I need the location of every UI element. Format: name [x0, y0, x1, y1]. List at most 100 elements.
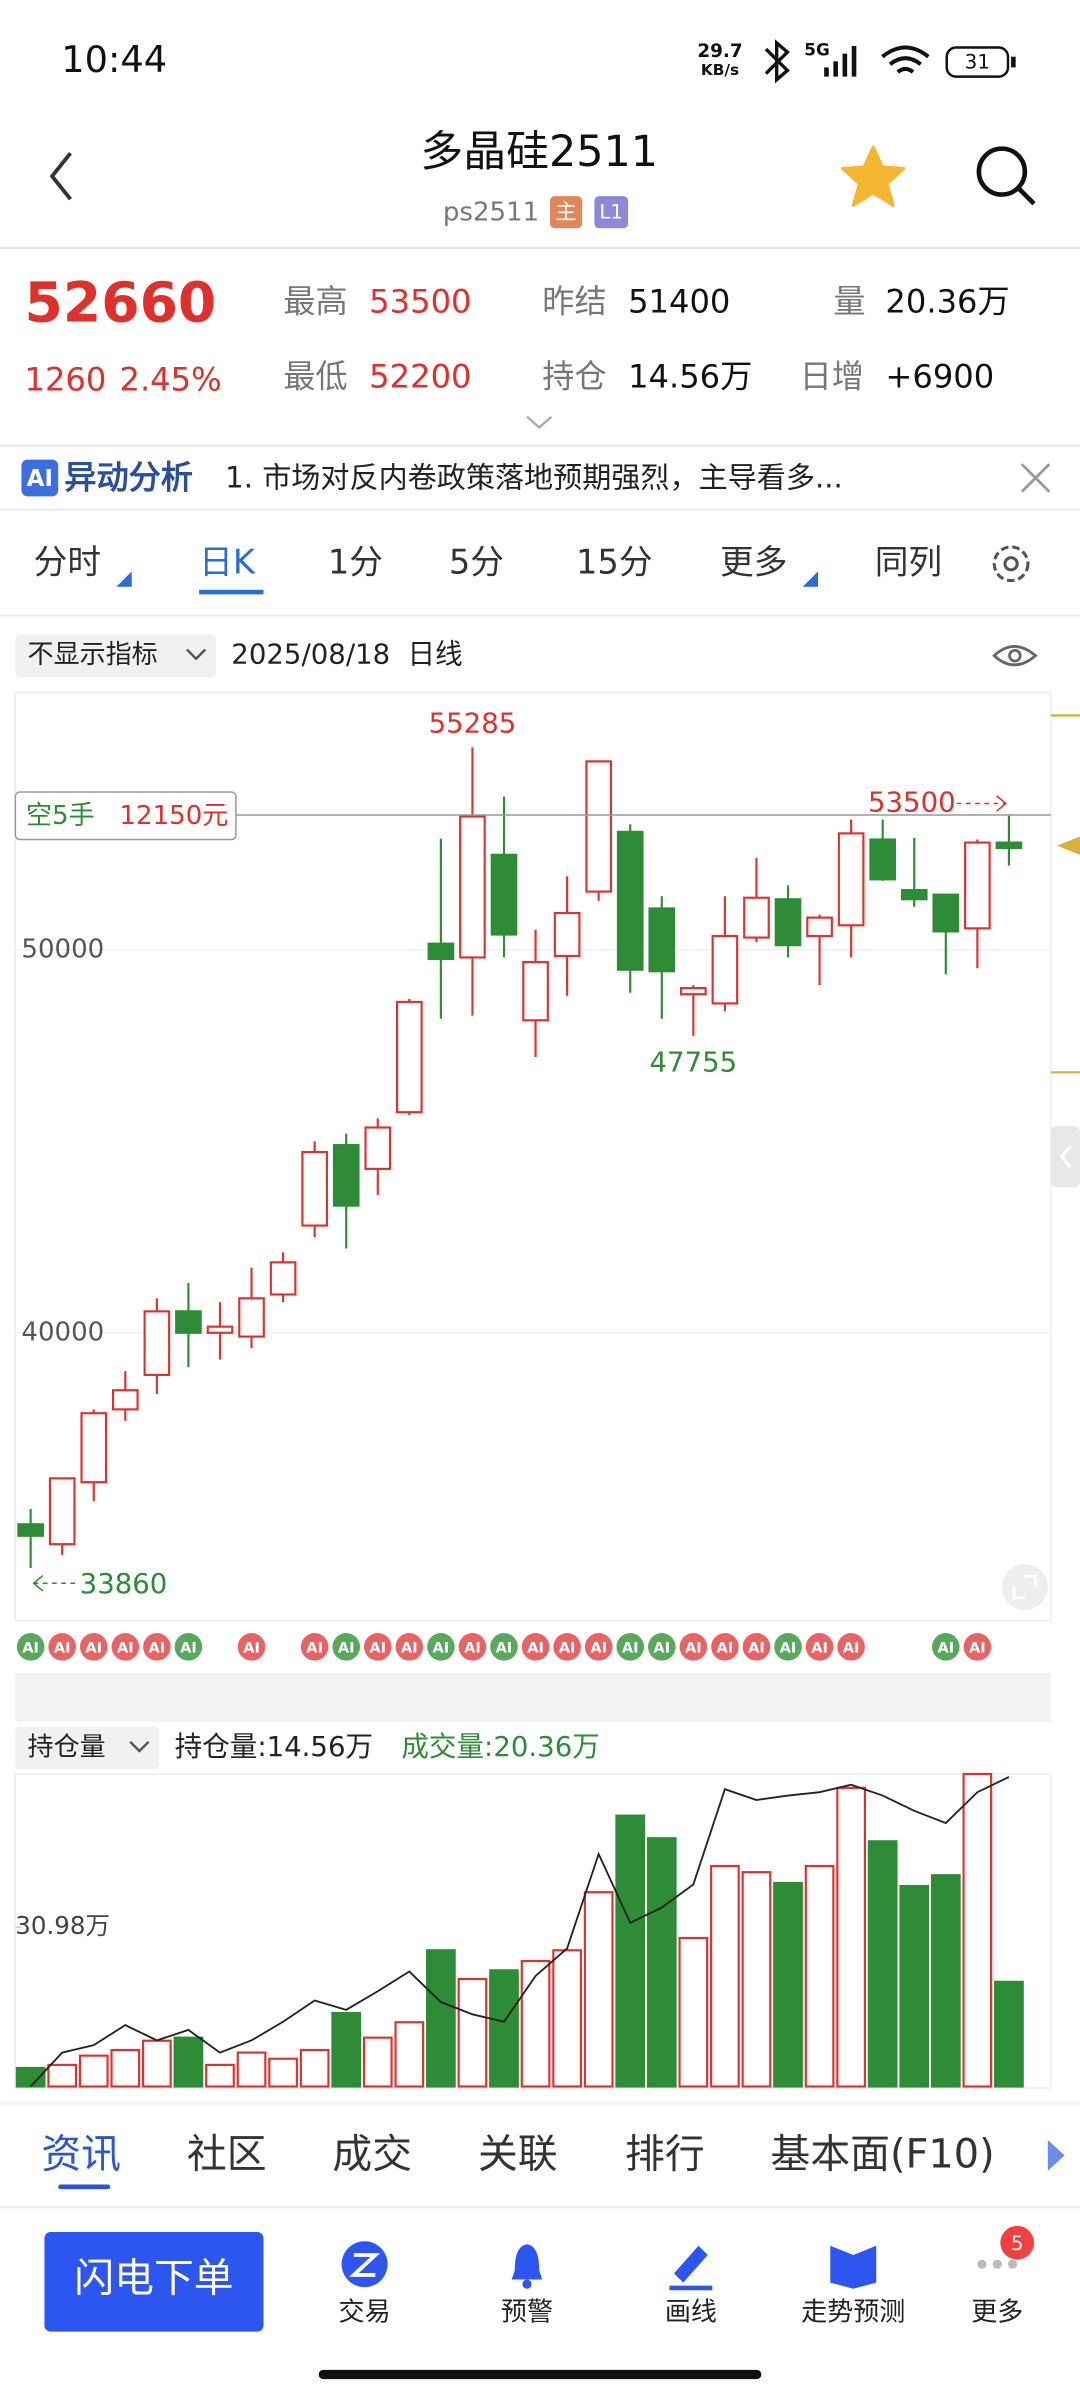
ai-tag	[237, 1633, 266, 1661]
volume-bar	[615, 1814, 646, 2088]
more-icon[interactable]	[977, 2259, 1018, 2269]
settings-button[interactable]	[992, 545, 1030, 583]
main-badge-text: 主	[555, 200, 576, 225]
back-button[interactable]	[49, 152, 72, 201]
level-badge	[594, 196, 629, 229]
volume-bar	[520, 1959, 551, 2088]
divider	[0, 444, 1080, 448]
nav-label[interactable]: 更多	[971, 2298, 1023, 2328]
ai-tag	[174, 1633, 203, 1661]
ai-tag-label: AI	[85, 1639, 102, 1656]
ai-tag-label: AI	[306, 1639, 323, 1656]
volume-bar	[426, 1949, 456, 2088]
contract-title: 多晶硅2511	[420, 127, 658, 177]
visibility-toggle[interactable]	[992, 645, 1038, 667]
volume-bar	[173, 2036, 204, 2088]
indicator-select[interactable]	[15, 634, 216, 678]
field-value: 53500	[369, 282, 471, 320]
draw-icon[interactable]	[674, 2245, 708, 2283]
ai-tag	[648, 1633, 676, 1661]
volume-bar	[142, 2039, 172, 2088]
fullscreen-button[interactable]	[1001, 1564, 1048, 1611]
fullscreen-icon	[1012, 1574, 1038, 1600]
candle-body	[364, 1126, 392, 1170]
candle-body	[711, 934, 739, 1005]
field-value: 14.56万	[628, 357, 752, 395]
period-tab[interactable]: 1分	[328, 542, 383, 581]
order-amount: 12150元	[119, 801, 228, 831]
favorite-star[interactable]	[841, 145, 906, 207]
field-label: 最高	[283, 282, 347, 320]
nav-label[interactable]: 走势预测	[801, 2298, 905, 2328]
period-tab[interactable]: 同列	[875, 542, 942, 581]
candle-body	[869, 838, 897, 881]
tab-underline	[199, 589, 264, 595]
volume-bar	[268, 2057, 298, 2088]
period-tab[interactable]: 5分	[449, 542, 504, 581]
bottom-tab[interactable]: 关联	[478, 2131, 558, 2177]
candle-body	[48, 1477, 76, 1546]
bottom-tab[interactable]: 基本面(F10)	[771, 2131, 995, 2177]
volume-bar	[867, 1840, 898, 2088]
battery-tip	[1011, 56, 1016, 68]
ai-tag	[774, 1633, 802, 1661]
ai-banner-text[interactable]: 1. 市场对反内卷政策落地预期强烈，主导看多...	[225, 461, 843, 495]
bottom-tab[interactable]: 排行	[625, 2131, 705, 2177]
chart-period: 日线	[407, 638, 462, 671]
divider	[0, 2101, 1080, 2105]
candle-body	[332, 1144, 360, 1207]
nav-label[interactable]: 预警	[501, 2298, 553, 2328]
draw-icon-base	[669, 2285, 713, 2291]
field-label: 日增	[800, 357, 864, 395]
divider	[0, 614, 1080, 617]
period-tab[interactable]: 分时	[34, 542, 101, 581]
ai-tag	[395, 1633, 424, 1661]
volume-bar	[236, 2051, 267, 2088]
ai-tag-label: AI	[496, 1639, 513, 1656]
side-drawer-handle[interactable]	[1050, 1125, 1080, 1188]
candle-body	[175, 1310, 202, 1334]
candle-body	[553, 911, 581, 958]
tab-underline	[58, 2184, 111, 2190]
close-banner[interactable]	[1020, 463, 1051, 493]
order-tag[interactable]	[14, 791, 237, 841]
clock: 10:44	[61, 38, 167, 81]
period-tab[interactable]: 15分	[576, 542, 653, 581]
candle-body	[900, 888, 928, 901]
low-annotation: 33860	[80, 1567, 168, 1600]
ai-tag	[837, 1633, 865, 1661]
ai-tag	[79, 1633, 108, 1661]
indicator-label: 不显示指标	[28, 640, 158, 670]
candle-body	[17, 1523, 44, 1537]
bottom-tab[interactable]: 社区	[187, 2131, 267, 2177]
period-tab[interactable]: 更多	[720, 542, 787, 581]
ai-badge-text: AI	[27, 466, 53, 492]
expand-quote[interactable]	[526, 415, 553, 429]
dropdown-arrow	[129, 1740, 150, 1753]
volume-indicator-select[interactable]	[15, 1726, 160, 1770]
ai-tag	[616, 1633, 645, 1661]
period-tab-active[interactable]: 日K	[199, 542, 256, 581]
quick-order-label: 闪电下单	[74, 2256, 233, 2302]
net-unit: KB/s	[701, 61, 739, 79]
bottom-tab-active[interactable]: 资讯	[41, 2131, 121, 2177]
volume-legend: 成交量:20.36万	[401, 1730, 599, 1763]
bottom-tab[interactable]: 成交	[332, 2131, 412, 2177]
main-badge	[549, 196, 583, 229]
nav-label[interactable]: 画线	[665, 2298, 717, 2328]
forecast-icon[interactable]	[830, 2245, 877, 2289]
ai-tag-label: AI	[843, 1639, 860, 1656]
field-label: 昨结	[542, 282, 606, 320]
ai-tag	[490, 1633, 518, 1661]
alert-icon[interactable]	[511, 2244, 543, 2280]
ai-tag	[584, 1633, 613, 1661]
nav-label[interactable]: 交易	[339, 2298, 391, 2328]
volume-bar	[773, 1881, 803, 2088]
search-button[interactable]	[976, 146, 1036, 206]
quick-order-button[interactable]	[44, 2232, 264, 2332]
high-annotation: 53500	[868, 786, 956, 819]
ai-tag	[332, 1633, 360, 1661]
more-tabs[interactable]	[1047, 2140, 1065, 2171]
field-label: 持仓	[542, 357, 606, 395]
